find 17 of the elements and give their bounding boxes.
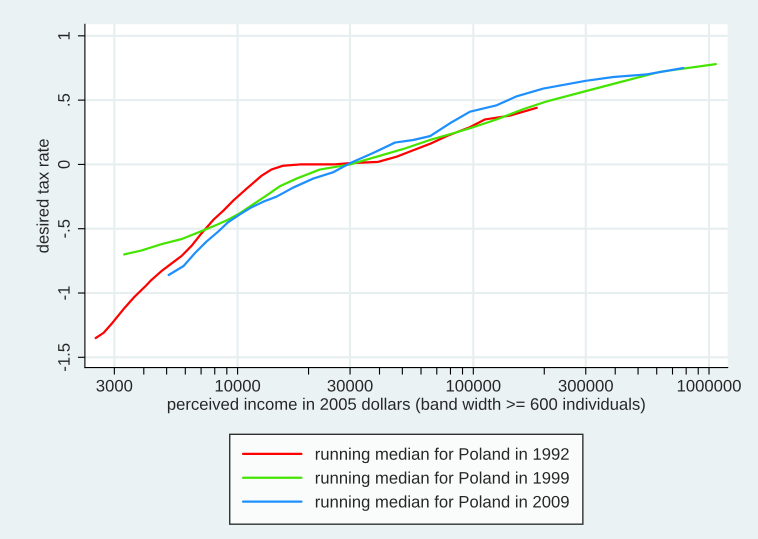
legend-label: running median for Poland in 1992 bbox=[316, 448, 569, 464]
x-tick-label: 30000 bbox=[328, 380, 373, 392]
y-tick-label: 1 bbox=[58, 32, 70, 40]
y-tick-label: 0 bbox=[58, 160, 70, 168]
y-tick-label: -1 bbox=[58, 286, 70, 300]
x-tick-label: 1000000 bbox=[678, 380, 741, 392]
y-tick-label: -.5 bbox=[58, 220, 70, 238]
x-tick-label: 300000 bbox=[558, 380, 613, 392]
y-axis-title: desired tax rate bbox=[36, 139, 49, 253]
y-tick-label: .5 bbox=[58, 94, 70, 106]
legend-label: running median for Poland in 2009 bbox=[316, 495, 569, 511]
x-axis-title: perceived income in 2005 dollars (band width >= 600 individuals) bbox=[168, 398, 645, 414]
legend-label: running median for Poland in 1999 bbox=[316, 472, 569, 488]
y-tick-label: -1.5 bbox=[58, 344, 70, 371]
x-tick-label: 3000 bbox=[96, 380, 132, 392]
x-tick-label: 100000 bbox=[446, 380, 500, 392]
x-tick-label: 10000 bbox=[216, 380, 260, 392]
